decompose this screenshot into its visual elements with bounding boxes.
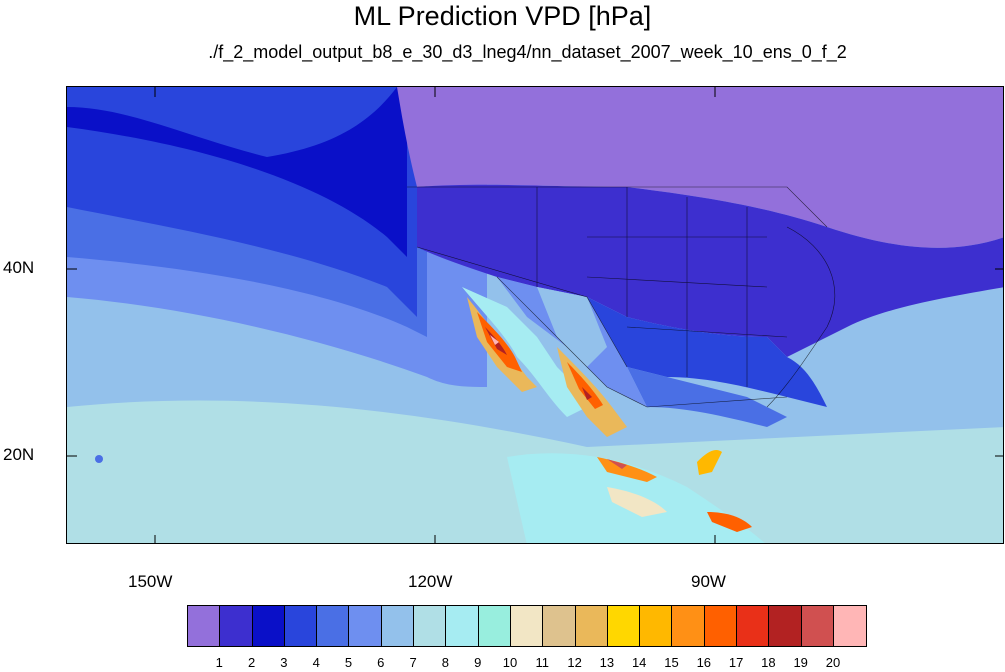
colorbar-label: 12 — [567, 655, 582, 670]
honduras-hot — [707, 512, 752, 532]
sw-peak — [490, 335, 499, 345]
great-basin-region — [537, 287, 607, 367]
pacific-coast-tan — [607, 487, 667, 517]
political-boundaries — [407, 186, 836, 408]
colorbar-box — [575, 606, 608, 646]
colorbar-box — [414, 606, 447, 646]
colorbar-label: 17 — [728, 655, 744, 670]
sw-hot — [477, 312, 522, 372]
colorbar-box — [252, 606, 285, 646]
colorbar-label: 18 — [761, 655, 776, 670]
eastern-us-region — [587, 297, 827, 407]
colorbar-label: 2 — [247, 655, 256, 670]
lat-label-20n: 20N — [3, 445, 35, 464]
colorbar-box — [607, 606, 641, 646]
southwest-region — [462, 287, 587, 417]
colorbar-label: 8 — [441, 655, 450, 670]
colorbar-box — [640, 606, 673, 646]
colorbar-box — [381, 606, 415, 646]
hawaii-island — [95, 455, 103, 463]
colorbar-box — [801, 606, 834, 646]
colorbar-label: 13 — [599, 655, 615, 670]
colorbar-label: 7 — [409, 655, 417, 670]
colorbar-box — [833, 606, 867, 646]
colorbar-box — [349, 606, 382, 646]
colorbar-label: 11 — [535, 655, 550, 670]
canada-region — [397, 87, 1003, 248]
gulf-of-alaska — [67, 87, 397, 157]
colorbar-label: 14 — [631, 655, 647, 670]
northern-us-region — [417, 184, 1003, 357]
colorbar-label: 5 — [344, 655, 353, 670]
colorbar-label: 16 — [696, 655, 712, 670]
yucatan-warm — [697, 450, 722, 475]
colorbar-label: 15 — [664, 655, 679, 670]
colorbar-box — [220, 606, 253, 646]
colorbar-label: 1 — [215, 655, 223, 670]
lon-label-120w: 120W — [408, 572, 453, 591]
vpd-map — [67, 87, 1003, 543]
colorbar-box — [737, 606, 770, 646]
figure-title: ML Prediction VPD [hPa] — [353, 1, 652, 31]
southern-mexico-warm — [597, 457, 657, 482]
colorbar-box — [672, 606, 705, 646]
mexico-peak — [582, 387, 592, 400]
colorbar-box — [769, 606, 802, 646]
figure-subtitle: ./f_2_model_output_b8_e_30_d3_lneg4/nn_d… — [208, 42, 847, 62]
colorbar-label: 10 — [502, 655, 518, 670]
lon-label-90w: 90W — [691, 572, 726, 591]
colorbar-box — [284, 606, 318, 646]
colorbar-box — [188, 606, 221, 646]
gulf-coast-region — [627, 367, 787, 427]
colorbar-label: 19 — [793, 655, 808, 670]
colorbar-label: 9 — [474, 655, 482, 670]
colorbar-box — [543, 606, 576, 646]
lat-label-40n: 40N — [3, 258, 35, 277]
mexico-hot — [567, 362, 603, 409]
colorbar-label: 3 — [280, 655, 288, 670]
southern-mexico-hot — [607, 459, 627, 469]
colorbar-label: 4 — [312, 655, 320, 670]
colorbar-label: 20 — [825, 655, 841, 670]
colorbar-box — [317, 606, 350, 646]
frame-ticks — [67, 87, 1003, 543]
colorbar-box — [446, 606, 479, 646]
colorbar — [187, 605, 868, 647]
colorbar-box — [478, 606, 511, 646]
map-panel — [66, 86, 1004, 544]
colorbar-box — [510, 606, 544, 646]
colorbar-label: 6 — [377, 655, 385, 670]
lon-label-150w: 150W — [128, 572, 173, 591]
colorbar-labels: 1 2 3 4 5 6 7 8 9 10 11 12 13 14 15 16 17 18 19 20 — [0, 655, 1005, 671]
colorbar-box — [704, 606, 738, 646]
